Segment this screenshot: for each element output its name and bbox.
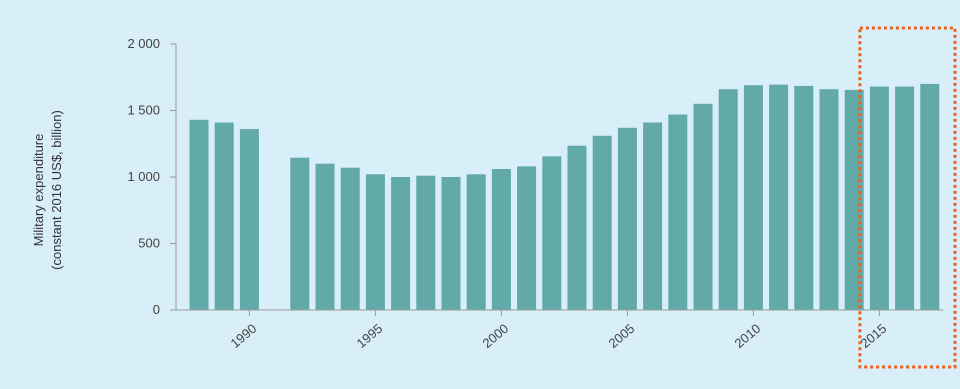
y-tick-label-2000: 2 000 [127,36,160,51]
bars-group [189,83,940,311]
bar-2001 [517,166,537,310]
bar-1990 [239,129,259,310]
bar-2012 [794,85,814,311]
x-tick-label-2015: 2015 [858,321,890,351]
bar-1995 [365,174,385,310]
bar-1994 [340,167,360,310]
bar-2000 [491,169,511,310]
bar-1992 [290,157,310,310]
y-tick-label-500: 500 [138,236,160,251]
bar-2010 [743,85,763,310]
bar-1997 [416,175,436,310]
bar-2002 [542,156,562,310]
bar-1989 [214,122,234,310]
axes-group [170,43,944,316]
y-axis-label-line-1: Military expenditure [31,134,46,247]
bar-2008 [693,103,713,310]
x-tick-label-1995: 1995 [354,321,386,351]
bar-1988 [189,119,209,310]
y-axis-label-line-2: (constant 2016 US$, billion) [49,110,64,270]
bar-2007 [668,114,688,310]
y-tick-label-1500: 1 500 [127,103,160,118]
bar-1999 [466,174,486,310]
bar-2017 [920,83,940,311]
bar-2009 [718,89,738,310]
bar-2011 [769,84,789,310]
bar-2013 [819,89,839,310]
bar-2005 [617,127,637,310]
x-tick-label-1990: 1990 [228,321,260,351]
bar-1996 [391,177,411,310]
x-tick-label-2010: 2010 [732,321,764,351]
bar-2003 [567,145,587,310]
bar-2004 [592,135,612,310]
bar-2006 [643,122,663,310]
y-tick-labels-group: 0 500 1 000 1 500 2 000 [127,36,160,317]
x-tick-labels-group: 1990 1995 2000 2005 2010 2015 [228,321,890,351]
bar-1998 [441,177,461,310]
y-tick-label-1000: 1 000 [127,169,160,184]
bar-2015 [869,86,889,310]
highlight-dotted-box [858,26,957,369]
x-tick-label-2005: 2005 [606,321,638,351]
y-tick-label-0: 0 [153,302,160,317]
bar-1993 [315,163,335,310]
bar-2016 [895,86,915,310]
x-tick-label-2000: 2000 [480,321,512,351]
